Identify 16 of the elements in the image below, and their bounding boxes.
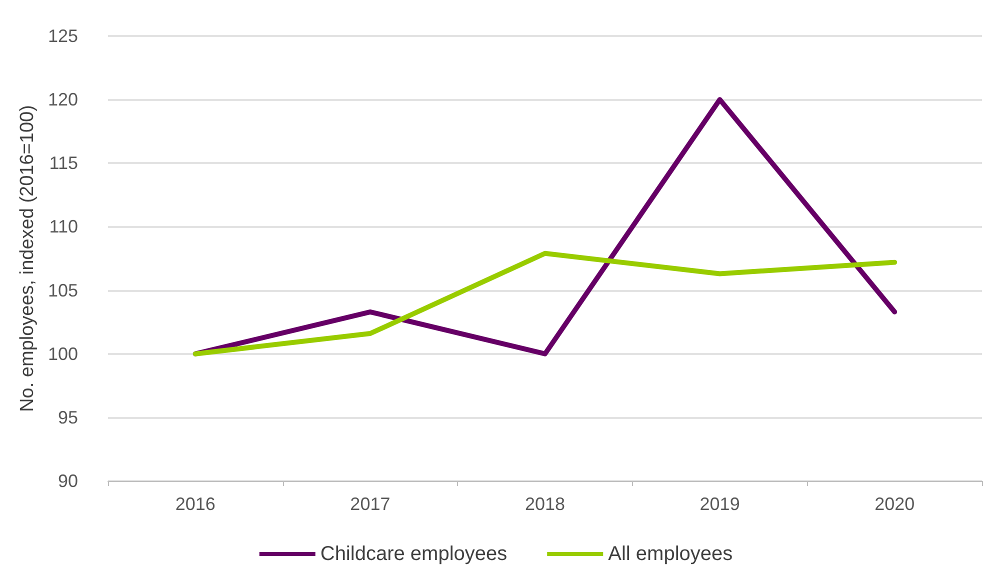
y-tick-label: 90 — [58, 471, 78, 491]
y-axis-title: No. employees, indexed (2016=100) — [17, 105, 38, 412]
y-tick-label: 125 — [48, 26, 78, 46]
y-tick-label: 100 — [48, 344, 78, 364]
y-tick-label: 95 — [58, 407, 78, 428]
y-tick-label: 115 — [49, 153, 78, 174]
legend-label: All employees — [608, 543, 733, 565]
legend-label: Childcare employees — [320, 543, 508, 565]
y-tick-label: 110 — [49, 216, 78, 237]
x-tick-label: 2016 — [175, 494, 216, 514]
x-tick-label: 2017 — [350, 494, 390, 514]
x-tick-label: 2020 — [874, 494, 915, 514]
x-tick-label: 2019 — [700, 494, 740, 514]
y-tick-label: 105 — [48, 280, 78, 300]
y-tick-label: 120 — [48, 90, 78, 110]
x-tick-label: 2018 — [524, 494, 566, 514]
